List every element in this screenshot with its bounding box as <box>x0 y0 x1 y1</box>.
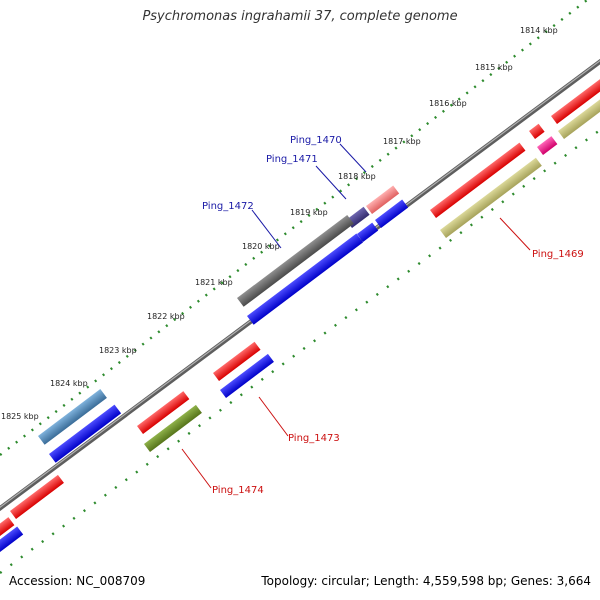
gene-label-ping-1471[interactable]: Ping_1471 <box>266 154 318 165</box>
tick-label: 1821 kbp <box>195 278 233 287</box>
tick-label: 1819 kbp <box>290 208 328 217</box>
gene-ping-1473-lower[interactable] <box>220 353 274 398</box>
accession-text: Accession: NC_008709 <box>9 574 146 588</box>
gene-label-ping-1473[interactable]: Ping_1473 <box>288 433 340 444</box>
gene-blue-long[interactable] <box>247 233 364 325</box>
tick-label: 1825 kbp <box>1 412 39 421</box>
forward-strand-genes <box>0 73 600 536</box>
gene-ping-1469-red[interactable] <box>430 142 526 218</box>
gene-label-ping-1472[interactable]: Ping_1472 <box>202 201 254 212</box>
gene-label-ping-1474[interactable]: Ping_1474 <box>212 485 264 496</box>
gene-olive[interactable] <box>144 404 202 452</box>
genome-summary: Topology: circular; Length: 4,559,598 bp… <box>261 574 591 588</box>
gene-ping-1473-upper[interactable] <box>213 341 261 381</box>
tick-label: 1823 kbp <box>99 346 137 355</box>
tick-label: 1818 kbp <box>338 172 376 181</box>
kbp-tick-labels: 1814 kbp 1815 kbp 1816 kbp 1817 kbp 1818… <box>1 26 558 421</box>
tick-label: 1816 kbp <box>429 99 467 108</box>
gene-label-ping-1470[interactable]: Ping_1470 <box>290 135 342 146</box>
tick-label: 1817 kbp <box>383 137 421 146</box>
tick-label: 1814 kbp <box>520 26 558 35</box>
gene-label-ping-1469[interactable]: Ping_1469 <box>532 249 584 260</box>
tick-label: 1820 kbp <box>242 242 280 251</box>
reverse-strand-genes <box>0 94 600 552</box>
gene-blue-tiny[interactable] <box>357 222 379 242</box>
gene-labels: Ping_1470 Ping_1471 Ping_1472 Ping_1469 … <box>202 135 584 496</box>
map-title: Psychromonas ingrahamii 37, complete gen… <box>142 9 458 24</box>
gene-blue-short[interactable] <box>375 199 409 228</box>
inner-tick-ring <box>0 129 600 574</box>
gene-bottom-left-red[interactable] <box>10 474 64 519</box>
gene-edge-red[interactable] <box>0 517 15 536</box>
gene-blue-left[interactable] <box>48 404 122 463</box>
gene-ping-1474-upper[interactable] <box>137 391 190 434</box>
label-leaders <box>181 143 531 489</box>
gene-ping-1472[interactable] <box>237 214 354 307</box>
gene-blue-edge[interactable] <box>0 526 24 552</box>
gene-tan-1469[interactable] <box>440 157 542 238</box>
gene-steelblue[interactable] <box>38 389 107 445</box>
gene-tan-top-right[interactable] <box>558 94 600 139</box>
gene-magenta[interactable] <box>537 136 558 155</box>
gene-top-right-red-2[interactable] <box>551 73 600 124</box>
tick-label: 1824 kbp <box>50 379 88 388</box>
tick-label: 1822 kbp <box>147 312 185 321</box>
tick-label: 1815 kbp <box>475 63 513 72</box>
gene-top-right-red[interactable] <box>529 123 545 139</box>
gene-ping-1470[interactable] <box>366 185 400 214</box>
